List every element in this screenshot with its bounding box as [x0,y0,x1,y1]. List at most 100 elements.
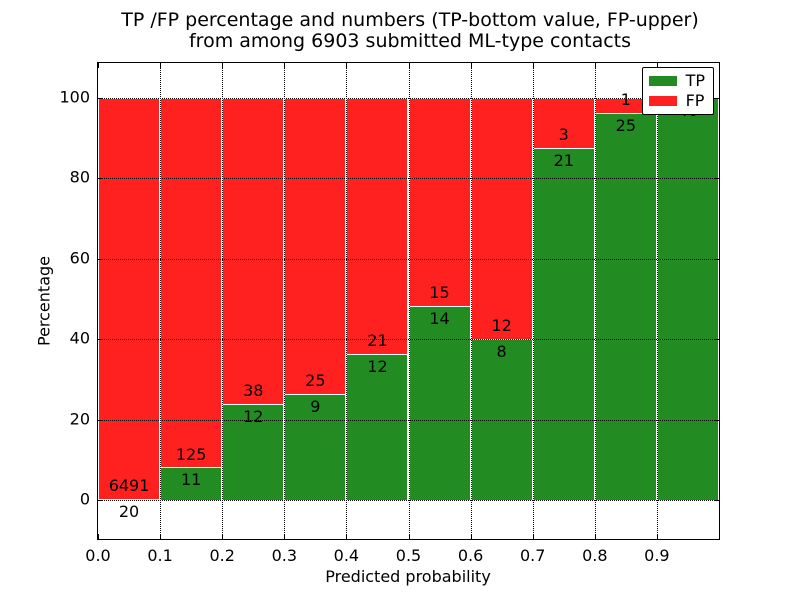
gridline-vertical [532,63,534,539]
fp-count-label: 21 [367,330,388,350]
x-tick-label: 0.8 [582,546,608,565]
x-tick-mark [346,534,348,539]
tp-count-label: 9 [310,396,321,416]
y-tick-mark [98,339,103,341]
bar-tp-segment [594,113,657,500]
legend-swatch-tp [648,76,677,86]
tp-count-label: 14 [429,308,450,328]
tp-count-label: 12 [367,356,388,376]
y-tick-mark-right [714,339,719,341]
fp-count-label: 38 [243,380,264,400]
y-tick-mark [98,178,103,180]
legend-item-tp: TP [648,71,705,90]
bar-tp-segment [408,305,471,500]
x-tick-label: 0.7 [519,546,546,565]
bar-tp-segment [656,98,719,500]
x-tick-mark [532,534,534,539]
y-tick-mark [98,419,103,421]
gridline-vertical [470,63,472,539]
x-tick-mark [408,534,410,539]
fp-count-label: 6491 [108,475,150,495]
tp-count-label: 8 [496,342,507,362]
x-axis-label: Predicted probability [325,567,491,586]
bar-tp-segment [532,148,595,500]
chart-title-line2: from among 6903 submitted ML-type contac… [188,30,632,52]
plot-area: 64912012511381225921121514128321125040 T… [97,62,720,540]
x-tick-mark-top [408,63,410,68]
y-tick-mark [98,258,103,260]
x-tick-label: 0.5 [395,546,422,565]
bar-fp-segment [470,98,533,340]
x-tick-mark-top [98,63,99,68]
tp-count-label: 25 [615,116,637,136]
gridline-vertical [284,63,286,539]
gridline-vertical [346,63,348,539]
legend-swatch-fp [648,96,677,106]
y-tick-mark-right [714,500,719,501]
legend-label-tp: TP [685,71,705,90]
bar-fp-segment [284,98,347,394]
y-tick-mark-right [714,178,719,180]
y-axis-label: Percentage [34,255,54,347]
x-tick-label: 0.9 [644,546,670,565]
y-tick-mark-right [714,98,719,99]
legend-item-fp: FP [648,91,705,110]
y-tick-mark [98,500,103,501]
fp-count-label: 3 [558,125,569,145]
x-tick-mark-top [284,63,286,68]
x-tick-label: 0.3 [271,546,298,565]
bar-tp-segment [98,498,161,500]
x-tick-mark [222,534,224,539]
y-tick-label: 80 [69,167,90,187]
tp-count-label: 12 [243,406,264,426]
x-tick-mark [284,534,286,539]
x-tick-mark-top [656,63,658,68]
tp-count-label: 11 [180,470,202,490]
tp-count-label: 21 [553,151,574,171]
bar-fp-segment [346,98,409,354]
x-tick-mark [160,534,162,539]
y-tick-label: 20 [69,409,90,429]
bar-tp-segment [346,353,409,500]
chart-title-line1: TP /FP percentage and numbers (TP-bottom… [121,9,699,31]
y-tick-label: 40 [69,328,90,348]
fp-count-label: 12 [491,316,512,336]
legend: TP FP [641,67,714,115]
x-tick-mark-top [594,63,596,68]
gridline-vertical [160,63,162,539]
bar-tp-segment [284,393,347,500]
x-tick-label: 0.6 [457,546,484,565]
chart-title: TP /FP percentage and numbers (TP-bottom… [20,10,800,52]
gridline-vertical [408,63,410,539]
bar-fp-segment [222,98,285,404]
y-tick-label: 100 [59,87,90,107]
fp-count-label: 15 [429,282,450,302]
fp-count-label: 1 [620,90,631,110]
gridline-vertical [594,63,596,539]
y-tick-mark-right [714,258,719,260]
bar-fp-segment [98,98,161,499]
gridline-vertical [656,63,658,539]
x-tick-mark [470,534,472,539]
x-tick-mark [594,534,596,539]
y-tick-mark-right [714,419,719,421]
x-tick-mark-top [346,63,348,68]
bar-fp-segment [160,98,223,468]
y-tick-label: 0 [79,489,90,509]
tp-count-label: 20 [118,501,140,521]
x-tick-label: 0.0 [85,546,111,565]
legend-label-fp: FP [685,91,705,110]
chart-layers: 64912012511381225921121514128321125040 [98,63,719,539]
x-tick-mark-top [532,63,534,68]
gridline-vertical [222,63,224,539]
x-tick-mark-top [222,63,224,68]
x-tick-label: 0.2 [209,546,235,565]
x-tick-label: 0.4 [333,546,360,565]
x-tick-mark-top [160,63,162,68]
x-tick-mark-top [470,63,472,68]
bar-fp-segment [408,98,471,306]
fp-count-label: 125 [175,444,207,464]
x-tick-mark [98,534,99,539]
y-tick-label: 60 [69,248,90,268]
